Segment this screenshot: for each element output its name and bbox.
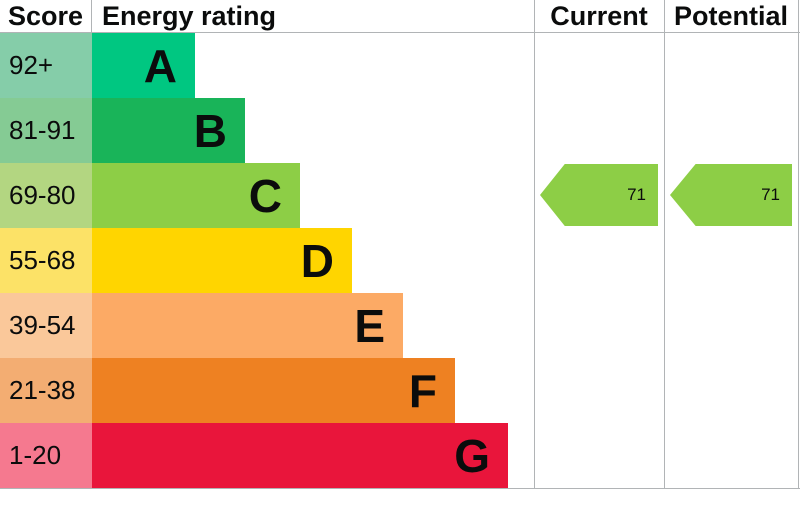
band-row-c: 69-80 C [0,163,800,228]
current-column-divider [534,0,535,488]
header-divider-line [0,32,800,33]
chart-bottom-line [0,488,800,489]
band-bar-b: B [92,98,245,163]
score-range-e: 39-54 [0,293,92,358]
band-bar-f: F [92,358,455,423]
score-range-c: 69-80 [0,163,92,228]
score-range-f: 21-38 [0,358,92,423]
score-range-d: 55-68 [0,228,92,293]
current-rating-arrow: 71 [540,164,658,226]
band-bar-d: D [92,228,352,293]
band-bar-e: E [92,293,403,358]
band-row-e: 39-54 E [0,293,800,358]
score-range-a: 92+ [0,33,92,98]
potential-rating-arrow: 71 [670,164,792,226]
band-bar-a: A [92,33,195,98]
band-row-b: 81-91 B [0,98,800,163]
score-range-b: 81-91 [0,98,92,163]
band-row-a: 92+ A [0,33,800,98]
column-header-potential: Potential [673,1,788,31]
potential-column-divider [664,0,665,488]
column-header-energy-rating: Energy rating [102,1,277,31]
potential-rating-value: 71 [761,185,780,204]
band-row-g: 1-20 G [0,423,800,488]
band-row-f: 21-38 F [0,358,800,423]
column-header-score: Score [8,1,84,31]
band-bar-g: G [92,423,508,488]
band-bar-c: C [92,163,300,228]
score-range-g: 1-20 [0,423,92,488]
right-border-line [798,0,799,488]
band-rows: 92+ A 81-91 B 69-80 C 55-68 D 39-54 E 21… [0,33,800,488]
column-header-current: Current [550,1,648,31]
score-column-divider [91,0,92,32]
band-row-d: 55-68 D [0,228,800,293]
current-rating-value: 71 [627,185,646,204]
